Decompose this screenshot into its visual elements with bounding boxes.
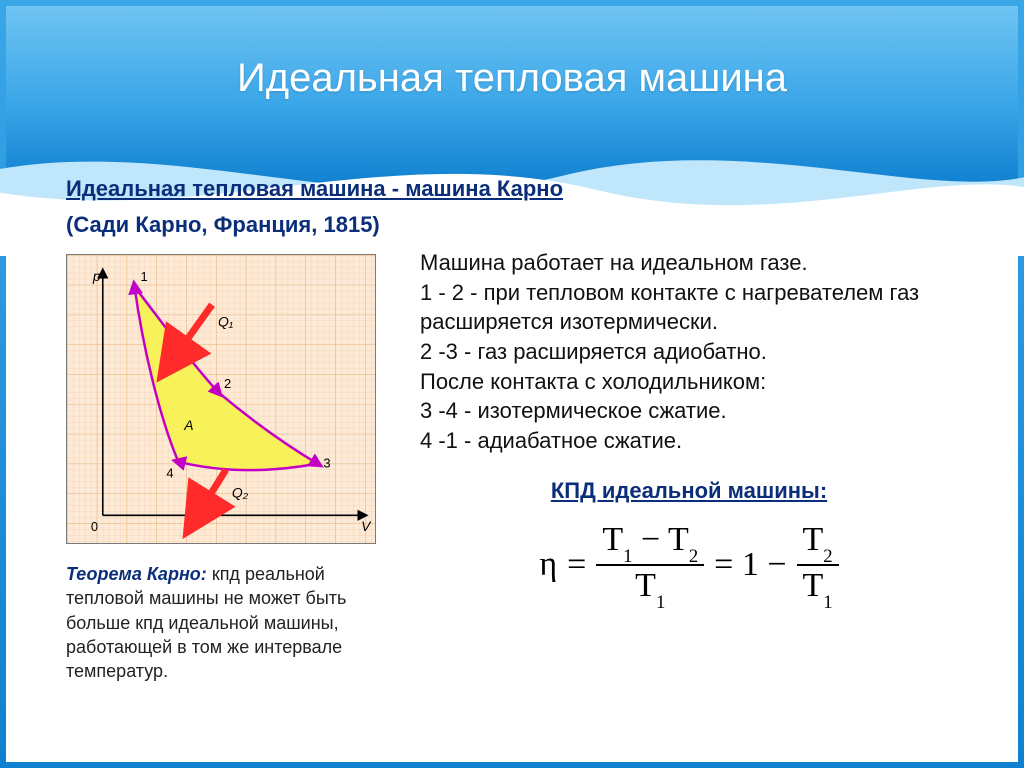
left-column: p V 0 1 2 3 4 Q₁ Q₂ A Теорема Карно: кпд… xyxy=(66,250,396,683)
q1-label: Q₁ xyxy=(218,314,234,330)
point-2-label: 2 xyxy=(224,376,231,391)
body-line: Машина работает на идеальном газе. xyxy=(420,248,958,278)
subtitle-line-1: Идеальная тепловая машина - машина Карно xyxy=(66,176,958,202)
fraction-1: T1 − T2 T1 xyxy=(596,522,704,609)
f1-num-a: T xyxy=(602,521,623,558)
carnot-theorem: Теорема Карно: кпд реальной тепловой маш… xyxy=(66,562,396,683)
f1-num-b: T xyxy=(668,521,689,558)
q2-label: Q₂ xyxy=(232,484,249,500)
slide: Идеальная тепловая машина Идеальная тепл… xyxy=(0,0,1024,768)
f1-minus: − xyxy=(641,521,660,558)
axis-p-label: p xyxy=(92,268,101,284)
equals-mid: = 1 − xyxy=(714,546,786,584)
body-text: Машина работает на идеальном газе. 1 - 2… xyxy=(420,248,958,456)
f1-num-a-sub: 1 xyxy=(623,546,632,567)
fraction-2: T2 T1 xyxy=(797,522,839,609)
body-line: 1 - 2 - при тепловом контакте с нагреват… xyxy=(420,278,958,337)
kpd-heading: КПД идеальной машины: xyxy=(420,478,958,504)
a-label: A xyxy=(183,417,193,433)
axis-origin-label: 0 xyxy=(91,519,98,534)
right-column: Машина работает на идеальном газе. 1 - 2… xyxy=(420,250,958,683)
f2-num: T xyxy=(803,521,824,558)
point-3-label: 3 xyxy=(323,456,330,471)
f2-den-sub: 1 xyxy=(823,592,832,613)
theorem-name: Теорема Карно: xyxy=(66,564,207,584)
equals-1: = xyxy=(567,546,586,584)
body-line: 3 -4 - изотермическое сжатие. xyxy=(420,396,958,426)
f1-num-b-sub: 2 xyxy=(689,546,698,567)
columns: p V 0 1 2 3 4 Q₁ Q₂ A Теорема Карно: кпд… xyxy=(66,250,958,683)
f2-num-sub: 2 xyxy=(823,546,832,567)
f2-den: T xyxy=(803,567,824,604)
body-line: 4 -1 - адиабатное сжатие. xyxy=(420,426,958,456)
f1-den-sub: 1 xyxy=(656,592,665,613)
efficiency-formula: η = T1 − T2 T1 = 1 − xyxy=(420,522,958,609)
pv-diagram-svg: p V 0 1 2 3 4 Q₁ Q₂ A xyxy=(67,255,375,543)
f1-den: T xyxy=(635,567,656,604)
body-line: После контакта с холодильником: xyxy=(420,367,958,397)
point-4-label: 4 xyxy=(166,466,173,481)
slide-title: Идеальная тепловая машина xyxy=(6,56,1018,101)
subtitle-line-2: (Сади Карно, Франция, 1815) xyxy=(66,212,958,238)
content-area: Идеальная тепловая машина - машина Карно… xyxy=(66,176,958,732)
body-line: 2 -3 - газ расширяется адиобатно. xyxy=(420,337,958,367)
point-1-label: 1 xyxy=(141,269,148,284)
carnot-pv-diagram: p V 0 1 2 3 4 Q₁ Q₂ A xyxy=(66,254,376,544)
eta-symbol: η xyxy=(539,546,557,584)
